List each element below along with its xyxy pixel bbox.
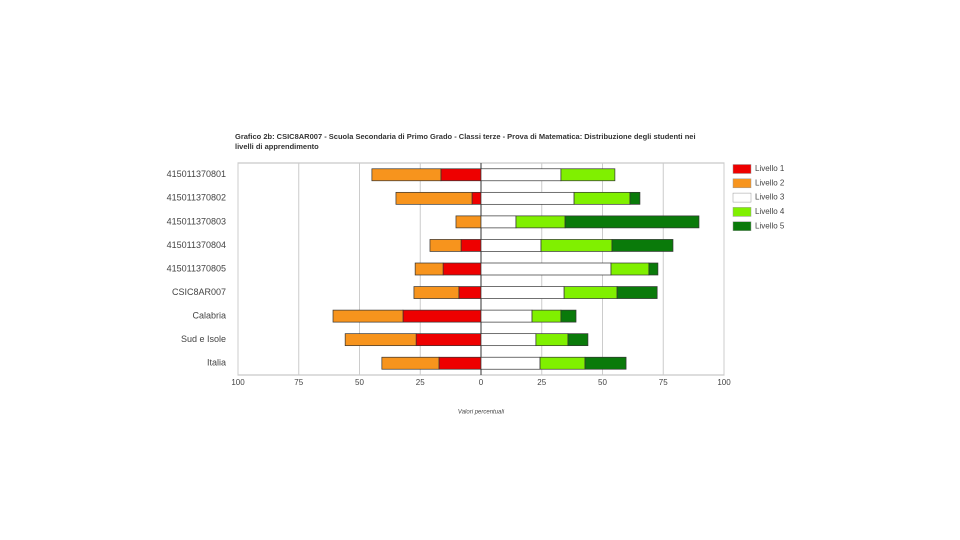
- bar-segment: [381, 356, 440, 370]
- bar-segment: [531, 309, 562, 323]
- x-tick-label: 25: [416, 378, 425, 387]
- bar-segment: [415, 333, 482, 347]
- bar-segment: [480, 356, 541, 370]
- bar-segment: [480, 333, 537, 347]
- legend-swatch: [732, 221, 752, 231]
- bar-segment: [539, 356, 586, 370]
- bar-segment: [515, 215, 566, 229]
- bar-segment: [460, 239, 482, 252]
- y-tick-label: 415011370803: [167, 216, 226, 226]
- bar-segment: [560, 309, 577, 323]
- x-tick-label: 100: [717, 378, 731, 387]
- bar-segment: [564, 215, 700, 229]
- bar-segment: [535, 333, 569, 347]
- bar-segment: [480, 215, 517, 229]
- legend-label: Livello 4: [755, 207, 785, 216]
- y-tick-label: 415011370805: [167, 263, 226, 273]
- bar-segment: [540, 239, 613, 252]
- bar-segment: [480, 191, 575, 205]
- x-tick-label: 75: [659, 378, 668, 387]
- bar-segment: [395, 191, 473, 205]
- bar-segment: [371, 168, 442, 182]
- bar-segment: [610, 262, 650, 276]
- legend-label: Livello 5: [755, 221, 785, 230]
- x-axis-label: Valori percentuali: [458, 410, 505, 416]
- bar-segment: [332, 309, 404, 323]
- bar-segment: [648, 262, 659, 276]
- x-tick-label: 0: [479, 378, 484, 387]
- legend-swatch: [732, 207, 752, 217]
- x-tick-label: 25: [537, 378, 546, 387]
- bar-segment: [480, 309, 533, 323]
- bar-segment: [414, 262, 444, 276]
- bar-segment: [413, 286, 460, 299]
- bar-segment: [442, 262, 482, 276]
- bar-segment: [440, 168, 482, 182]
- bar-segment: [567, 333, 589, 347]
- bar-segment: [429, 239, 462, 252]
- legend-label: Livello 1: [755, 164, 785, 173]
- y-tick-label: 415011370804: [167, 240, 226, 250]
- bar-segment: [438, 356, 482, 370]
- bar-segment: [480, 286, 565, 299]
- y-tick-label: CSIC8AR007: [172, 287, 226, 297]
- x-tick-label: 100: [231, 378, 245, 387]
- bar-segment: [560, 168, 616, 182]
- bar-segment: [471, 191, 482, 205]
- bar-segment: [455, 215, 482, 229]
- bar-segment: [573, 191, 631, 205]
- legend-label: Livello 2: [755, 178, 785, 187]
- bar-segment: [611, 239, 674, 252]
- bar-segment: [584, 356, 627, 370]
- y-tick-label: 415011370801: [167, 169, 226, 179]
- legend-swatch: [732, 164, 752, 174]
- bar-segment: [480, 239, 542, 252]
- bar-segment: [402, 309, 482, 323]
- legend-swatch: [732, 192, 752, 203]
- y-tick-label: Sud e Isole: [181, 334, 226, 344]
- x-tick-label: 50: [598, 378, 607, 387]
- bar-segment: [616, 286, 658, 299]
- bar-segment: [563, 286, 618, 299]
- bar-segment: [480, 168, 562, 182]
- x-tick-label: 75: [294, 378, 303, 387]
- bar-segment: [629, 191, 641, 205]
- bar-segment: [344, 333, 417, 347]
- legend-swatch: [732, 178, 752, 189]
- y-tick-label: Calabria: [192, 310, 226, 320]
- x-tick-label: 50: [355, 378, 364, 387]
- bar-segment: [458, 286, 482, 299]
- bar-segment: [480, 262, 612, 276]
- y-tick-label: Italia: [207, 358, 226, 368]
- y-tick-label: 415011370802: [167, 193, 226, 203]
- legend-label: Livello 3: [755, 193, 785, 202]
- chart-title: Grafico 2b: CSIC8AR007 - Scuola Secondar…: [235, 132, 696, 151]
